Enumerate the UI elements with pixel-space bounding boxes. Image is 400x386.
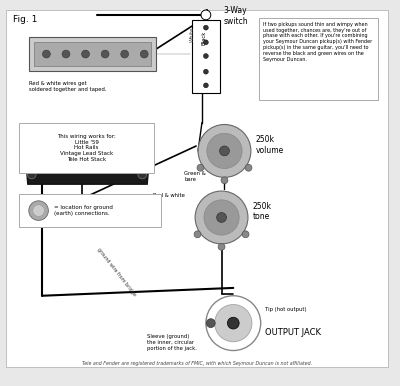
Text: Fig. 1: Fig. 1 [13,15,38,24]
Circle shape [121,50,128,58]
Circle shape [204,54,208,58]
Circle shape [204,69,208,74]
Text: Green &
bare: Green & bare [184,171,206,182]
Circle shape [82,50,90,58]
Polygon shape [23,127,152,184]
Text: OUTPUT JACK: OUTPUT JACK [264,328,320,337]
Circle shape [198,125,251,177]
Circle shape [218,244,225,250]
Circle shape [220,146,229,156]
Circle shape [217,213,226,222]
FancyBboxPatch shape [6,10,388,367]
Circle shape [206,296,261,350]
FancyBboxPatch shape [192,20,220,93]
Text: 3-Way
switch: 3-Way switch [224,6,248,25]
Text: White: White [190,27,195,42]
Circle shape [204,25,208,30]
Circle shape [206,319,215,328]
Circle shape [204,40,208,45]
Circle shape [204,83,208,88]
Text: 250k
tone: 250k tone [253,202,272,221]
Circle shape [242,231,249,238]
Circle shape [195,191,248,244]
Text: 250k
volume: 250k volume [256,135,284,155]
Circle shape [194,231,201,238]
Circle shape [27,170,36,179]
Text: ground wire from bridge: ground wire from bridge [96,247,137,297]
Circle shape [62,50,70,58]
Circle shape [215,305,252,342]
Circle shape [197,164,204,171]
Text: This wiring works for:
Little '59
Hot Rails
Vintage Lead Stack
Tele Hot Stack: This wiring works for: Little '59 Hot Ra… [57,134,116,162]
Circle shape [29,201,48,220]
Circle shape [33,205,44,217]
FancyBboxPatch shape [19,194,161,227]
FancyBboxPatch shape [19,122,154,173]
Text: Tele and Fender are registered trademarks of FMIC, with which Seymour Duncan is : Tele and Fender are registered trademark… [82,361,312,366]
Circle shape [140,50,148,58]
Text: Sleeve (ground)
the inner, circular
portion of the jack.: Sleeve (ground) the inner, circular port… [147,334,197,351]
Text: If two pickups sound thin and wimpy when
used together, chances are, they're out: If two pickups sound thin and wimpy when… [263,22,372,62]
Circle shape [221,177,228,184]
Circle shape [42,50,50,58]
Text: Red & white: Red & white [153,193,185,198]
Circle shape [101,50,109,58]
Circle shape [27,131,36,140]
Circle shape [245,164,252,171]
FancyBboxPatch shape [29,37,156,71]
Circle shape [138,170,147,179]
Text: Tip (hot output): Tip (hot output) [264,307,306,312]
Circle shape [201,10,211,20]
Text: = location for ground
(earth) connections.: = location for ground (earth) connection… [54,205,113,216]
Text: Red & white wires get
soldered together and taped.: Red & white wires get soldered together … [29,81,106,92]
FancyBboxPatch shape [34,42,151,66]
Circle shape [138,131,147,140]
Circle shape [204,200,239,235]
FancyBboxPatch shape [259,18,378,100]
Circle shape [207,133,242,169]
Text: Black: Black [202,30,206,45]
Circle shape [228,317,239,329]
